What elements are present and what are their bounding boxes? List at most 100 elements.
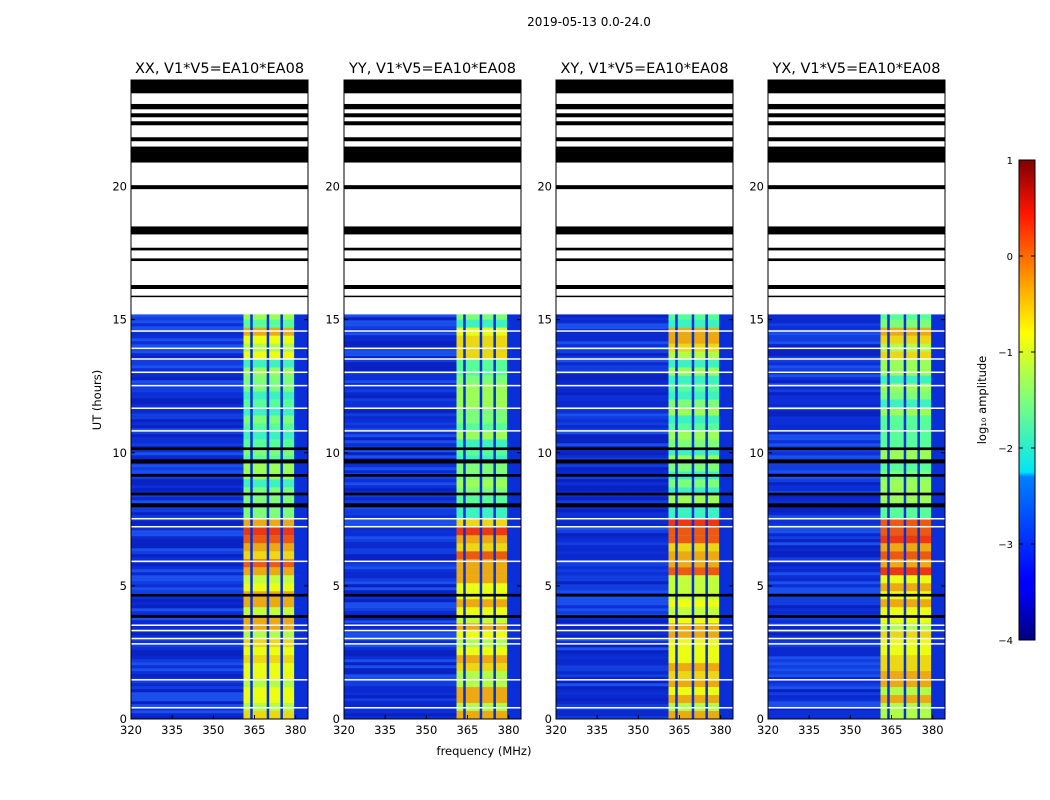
noise-row <box>556 686 669 690</box>
noise-row <box>768 521 881 525</box>
signal-cell <box>668 415 721 424</box>
panel-title: YX, V1*V5=EA10*EA08 <box>771 61 940 77</box>
gap-row <box>131 407 308 409</box>
noise-row <box>768 512 881 516</box>
x-tick-label: 335 <box>374 723 396 737</box>
noise-row <box>344 710 457 714</box>
gap-row <box>556 347 733 350</box>
signal-cell <box>456 431 509 440</box>
noise-row <box>131 566 244 570</box>
noise-row <box>131 599 244 603</box>
flagged-row <box>556 459 733 464</box>
x-tick-label: 365 <box>244 723 266 737</box>
flagged-row <box>556 474 733 477</box>
signal-cell <box>456 423 509 432</box>
noise-row <box>344 395 457 399</box>
noise-row <box>768 635 881 639</box>
gap-row <box>556 109 733 114</box>
panel-3-heatmap <box>768 80 945 719</box>
noise-row <box>768 527 881 531</box>
noise-row <box>344 641 457 645</box>
noise-row <box>131 686 244 690</box>
flagged-row <box>344 226 521 235</box>
gap-row <box>556 250 733 259</box>
flagged-row <box>344 285 521 290</box>
noise-row <box>556 317 669 321</box>
flagged-row <box>131 615 308 618</box>
noise-row <box>556 488 669 492</box>
signal-cell <box>243 511 296 520</box>
noise-row <box>131 578 244 582</box>
y-tick-label: 15 <box>325 313 340 327</box>
flagged-row <box>131 295 308 298</box>
flagged-row <box>344 258 521 262</box>
noise-row <box>768 617 881 621</box>
noise-row <box>768 602 881 606</box>
signal-cell <box>243 311 296 320</box>
noise-row <box>344 509 457 513</box>
noise-row <box>768 323 881 327</box>
noise-row <box>344 437 457 441</box>
signal-cell <box>456 439 509 448</box>
noise-row <box>556 602 669 606</box>
noise-row <box>131 557 244 561</box>
noise-row <box>768 569 881 573</box>
noise-row <box>344 332 457 336</box>
noise-row <box>556 320 669 324</box>
signal-cell <box>243 575 296 584</box>
x-tick-label: 365 <box>881 723 903 737</box>
noise-row <box>768 545 881 549</box>
noise-row <box>344 425 457 429</box>
signal-cell <box>243 479 296 488</box>
signal-cell <box>243 367 296 376</box>
noise-row <box>131 353 244 357</box>
noise-row <box>556 611 669 615</box>
noise-row <box>344 536 457 540</box>
noise-row <box>131 677 244 681</box>
flagged-row <box>556 295 733 298</box>
noise-row <box>131 608 244 612</box>
noise-row <box>344 644 457 648</box>
flagged-row <box>768 121 945 126</box>
noise-row <box>556 605 669 609</box>
flagged-row <box>768 593 945 597</box>
x-tick-label: 320 <box>757 723 779 737</box>
noise-row <box>556 527 669 531</box>
noise-row <box>131 521 244 525</box>
noise-row <box>768 425 881 429</box>
noise-row <box>344 698 457 702</box>
flagged-row <box>556 615 733 618</box>
signal-cell <box>456 687 509 696</box>
noise-row <box>556 521 669 525</box>
flagged-row <box>768 459 945 464</box>
gap-row <box>131 358 308 360</box>
flagged-row <box>131 447 308 451</box>
y-tick-label: 5 <box>333 579 340 593</box>
noise-row <box>131 443 244 447</box>
signal-cell <box>456 663 509 672</box>
noise-row <box>556 677 669 681</box>
noise-row <box>131 344 244 348</box>
noise-row <box>344 410 457 414</box>
noise-row <box>131 470 244 474</box>
noise-row <box>131 380 244 384</box>
noise-row <box>768 587 881 591</box>
signal-cell <box>456 479 509 488</box>
noise-row <box>131 362 244 366</box>
noise-row <box>131 701 244 705</box>
noise-row <box>556 665 669 669</box>
noise-row <box>131 581 244 585</box>
noise-row <box>344 563 457 567</box>
noise-row <box>556 344 669 348</box>
channel-gap <box>507 314 510 719</box>
noise-row <box>344 608 457 612</box>
noise-row <box>556 323 669 327</box>
noise-row <box>344 317 457 321</box>
noise-row <box>768 497 881 501</box>
signal-cell <box>243 711 296 719</box>
noise-row <box>556 563 669 567</box>
noise-row <box>344 485 457 489</box>
gap-row <box>131 629 308 632</box>
channel-gap <box>675 314 678 719</box>
flagged-row <box>344 492 521 496</box>
